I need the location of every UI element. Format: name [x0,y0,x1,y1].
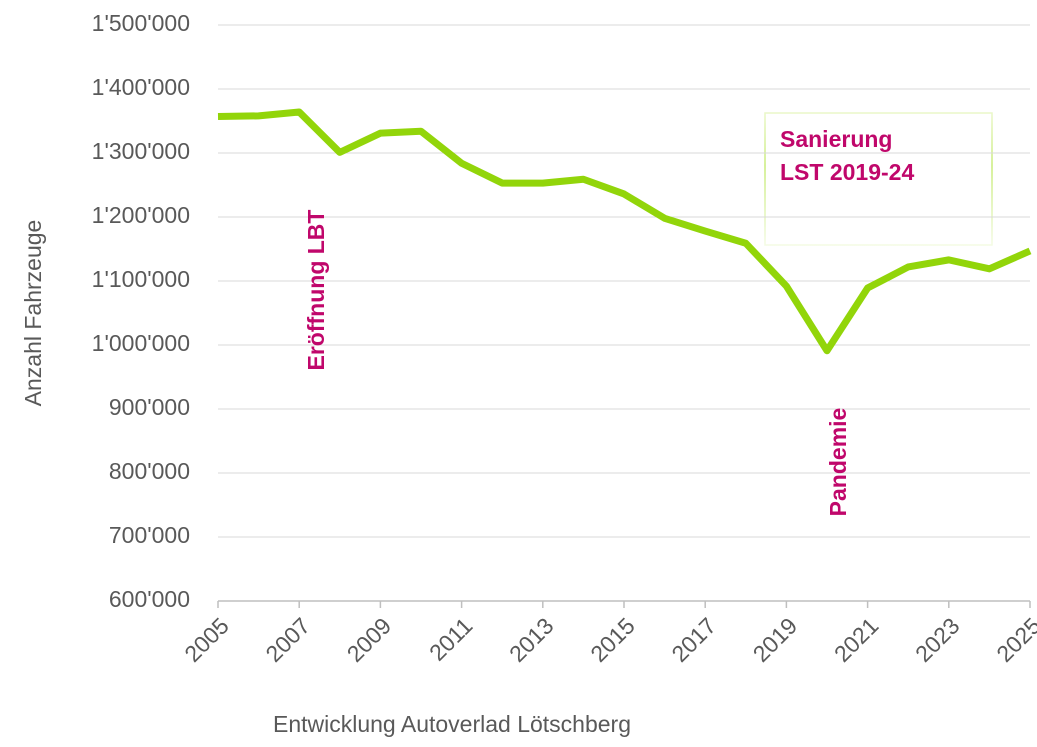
x-tick-label: 2023 [910,612,965,667]
y-tick-label: 900'000 [109,394,190,420]
x-axis-label: Entwicklung Autoverlad Lötschberg [273,711,631,737]
y-tick-label: 600'000 [109,586,190,612]
y-tick-label: 800'000 [109,458,190,484]
annotation: LST 2019-24 [780,159,914,185]
annotation-box [764,112,993,246]
annotation: Pandemie [825,408,851,517]
y-tick-label: 1'400'000 [92,74,190,100]
y-tick-label: 1'300'000 [92,138,190,164]
line-series [217,108,1032,355]
x-tick-label: 2021 [829,612,884,667]
y-axis-label: Anzahl Fahrzeuge [20,220,46,407]
x-tick-label: 2013 [504,612,559,667]
x-tick-label: 2017 [666,612,721,667]
y-tick-label: 1'200'000 [92,202,190,228]
x-tick-label: 2025 [991,612,1037,667]
y-tick-label: 1'100'000 [92,266,190,292]
y-tick-label: 700'000 [109,522,190,548]
x-tick-label: 2019 [748,612,803,667]
x-tick-label: 2015 [585,612,640,667]
y-tick-label: 1'500'000 [92,10,190,36]
x-tick-label: 2005 [179,612,234,667]
x-tick-label: 2007 [260,612,315,667]
annotation: Eröffnung LBT [303,210,329,371]
x-tick-label: 2011 [424,612,477,665]
x-tick-label: 2009 [342,612,397,667]
y-tick-label: 1'000'000 [92,330,190,356]
annotation: Sanierung [780,126,892,152]
